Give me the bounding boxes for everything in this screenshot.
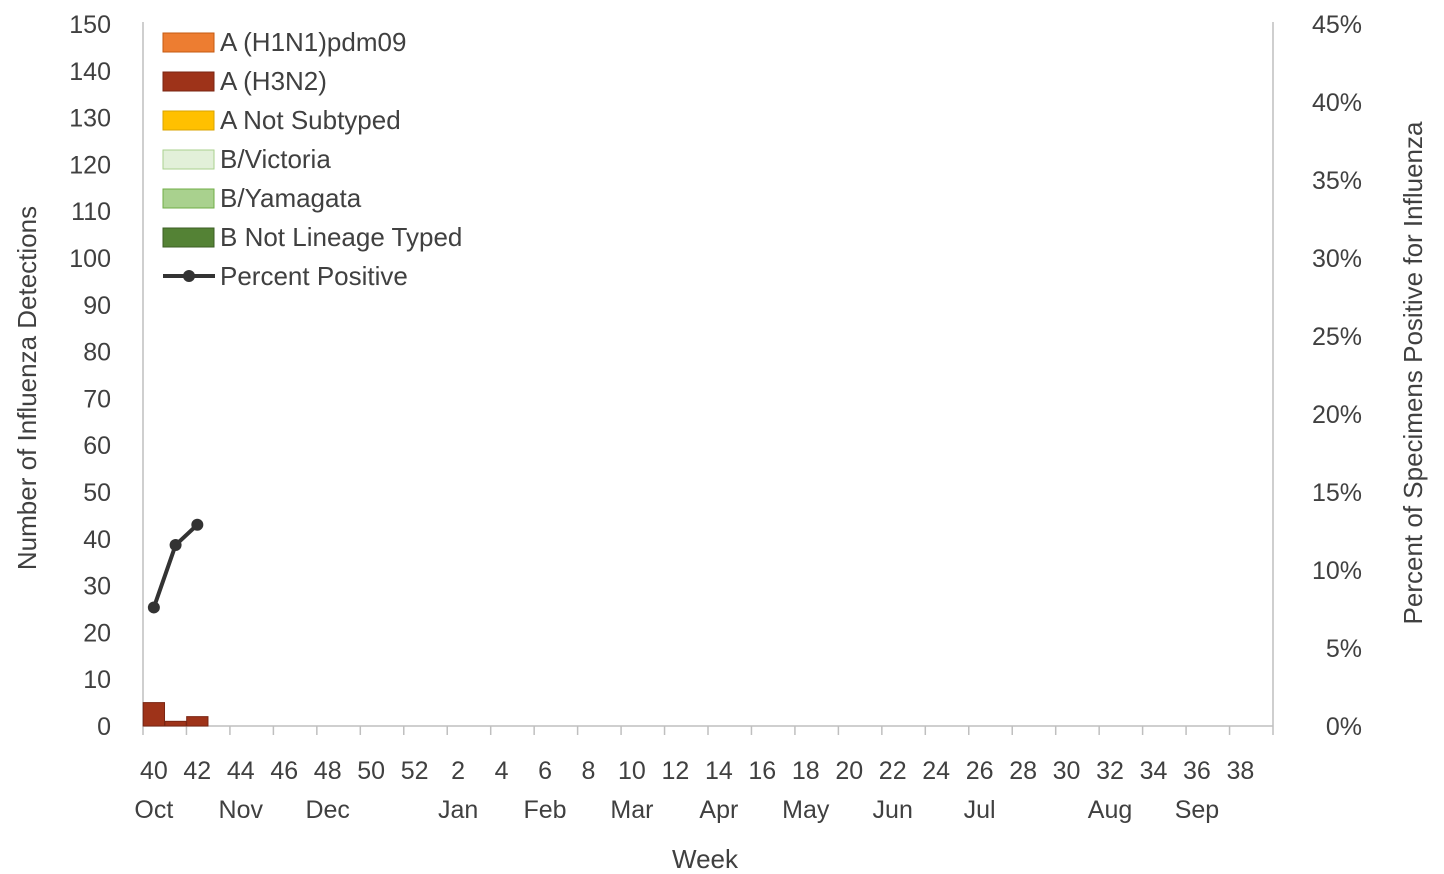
x-month-label: Jan: [438, 796, 478, 824]
x-month-label: Jul: [964, 796, 996, 824]
legend-line-marker: [183, 270, 195, 282]
x-month-label: Mar: [610, 796, 653, 824]
y-tick-label: 0: [97, 713, 111, 741]
y-tick-label: 80: [83, 339, 111, 367]
x-week-label: 20: [835, 757, 863, 785]
legend-swatch: [162, 71, 215, 92]
x-month-label: Feb: [523, 796, 566, 824]
y-tick-label: 20: [83, 619, 111, 647]
x-month-label: Dec: [305, 796, 349, 824]
percent-positive-point: [191, 518, 204, 531]
y-tick-label: 60: [83, 432, 111, 460]
x-month-label: May: [782, 796, 830, 824]
y-tick-label: 110: [71, 198, 111, 226]
legend-label: B/Yamagata: [220, 183, 362, 213]
legend-swatch: [162, 32, 215, 53]
x-month-label: Oct: [134, 796, 173, 824]
x-month-label: Aug: [1088, 796, 1132, 824]
x-week-label: 38: [1226, 757, 1254, 785]
x-week-label: 4: [495, 757, 509, 785]
y2-tick-label: 45%: [1312, 11, 1362, 39]
percent-positive-point: [169, 539, 182, 552]
x-month-label: Sep: [1175, 796, 1219, 824]
x-week-label: 12: [661, 757, 689, 785]
y2-tick-label: 5%: [1326, 635, 1362, 663]
x-week-label: 26: [966, 757, 994, 785]
x-week-label: 48: [314, 757, 342, 785]
x-week-label: 52: [401, 757, 429, 785]
legend-label: A Not Subtyped: [220, 105, 401, 135]
x-axis-ticks: 40 42 44 46 48 50 52 2 4 6 8 10 12 14 16 18 20 22 24 26 28 30…: [134, 757, 1254, 824]
y-tick-label: 10: [83, 666, 111, 694]
y-tick-label: 90: [83, 292, 111, 320]
x-month-label: Jun: [873, 796, 913, 824]
legend-label: Percent Positive: [220, 261, 408, 291]
x-week-label: 22: [879, 757, 907, 785]
x-week-label: 14: [705, 757, 733, 785]
y2-tick-label: 40%: [1312, 89, 1362, 117]
x-week-label: 30: [1053, 757, 1081, 785]
legend-label: B/Victoria: [220, 144, 331, 174]
x-week-label: 16: [748, 757, 776, 785]
x-month-label: Nov: [219, 796, 264, 824]
x-week-label: 24: [922, 757, 950, 785]
left-axis-ticks: 0 10 20 30 40 50 60 70 80 90 100 110 120 130 140 150: [69, 11, 111, 741]
y2-tick-label: 25%: [1312, 323, 1362, 351]
x-week-label: 34: [1140, 757, 1168, 785]
y-tick-label: 50: [83, 479, 111, 507]
y-tick-label: 140: [69, 58, 111, 86]
x-week-label: 36: [1183, 757, 1211, 785]
x-week-label: 10: [618, 757, 646, 785]
x-axis-title: Week: [672, 844, 739, 874]
legend-swatch: [162, 149, 215, 170]
percent-positive-point: [147, 601, 160, 614]
bar-segment: [164, 720, 187, 727]
x-week-label: 8: [582, 757, 596, 785]
y-tick-label: 120: [69, 151, 111, 179]
legend-label: A (H1N1)pdm09: [220, 27, 406, 57]
y2-axis-title: Percent of Specimens Positive for Influe…: [1398, 121, 1428, 624]
legend-label: A (H3N2): [220, 66, 327, 96]
y2-tick-label: 20%: [1312, 401, 1362, 429]
y2-tick-label: 10%: [1312, 557, 1362, 585]
y2-tick-label: 35%: [1312, 167, 1362, 195]
bar-segment: [186, 716, 209, 727]
y-tick-label: 70: [83, 385, 111, 413]
x-week-label: 18: [792, 757, 820, 785]
x-week-label: 42: [183, 757, 211, 785]
legend: A (H1N1)pdm09 A (H3N2) A Not Subtyped B/Vic…: [162, 27, 462, 291]
y-tick-label: 100: [69, 245, 111, 273]
x-week-label: 40: [140, 757, 168, 785]
y2-tick-label: 0%: [1326, 713, 1362, 741]
y-axis-title: Number of Influenza Detections: [12, 206, 42, 570]
right-axis-ticks: 0% 5% 10% 15% 20% 25% 30% 35% 40% 45%: [1312, 11, 1362, 741]
x-week-label: 2: [451, 757, 465, 785]
y-tick-label: 150: [69, 11, 111, 39]
x-week-label: 28: [1009, 757, 1037, 785]
x-week-label: 6: [538, 757, 552, 785]
y2-tick-label: 15%: [1312, 479, 1362, 507]
x-week-label: 32: [1096, 757, 1124, 785]
y2-tick-label: 30%: [1312, 245, 1362, 273]
x-week-label: 50: [357, 757, 385, 785]
x-week-label: 44: [227, 757, 255, 785]
bar-segment: [142, 702, 166, 727]
legend-label: B Not Lineage Typed: [220, 222, 462, 252]
legend-swatch: [162, 227, 215, 248]
x-week-label: 46: [270, 757, 298, 785]
y-tick-label: 30: [83, 573, 111, 601]
y-tick-label: 130: [69, 105, 111, 133]
percent-positive-line: [151, 523, 199, 609]
y-tick-label: 40: [83, 526, 111, 554]
legend-swatch: [162, 110, 215, 131]
plot-area: [142, 22, 1274, 735]
x-month-label: Apr: [699, 796, 738, 824]
legend-swatch: [162, 188, 215, 209]
